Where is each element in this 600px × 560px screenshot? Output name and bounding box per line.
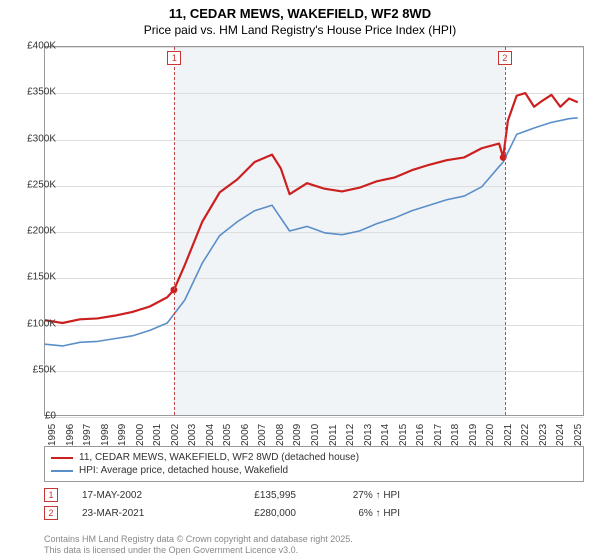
transaction-hpi-1: 27% ↑ HPI (320, 490, 400, 501)
x-tick-label: 2001 (152, 424, 163, 446)
x-tick-label: 2025 (573, 424, 584, 446)
line-series-svg (45, 47, 583, 415)
y-tick-label: £400K (27, 41, 56, 52)
y-tick-label: £250K (27, 179, 56, 190)
x-tick-label: 1995 (47, 424, 58, 446)
x-tick-label: 2007 (257, 424, 268, 446)
chart-title-address: 11, CEDAR MEWS, WAKEFIELD, WF2 8WD (0, 6, 600, 21)
chart-container: 11, CEDAR MEWS, WAKEFIELD, WF2 8WD Price… (0, 0, 600, 560)
legend-item-subject: 11, CEDAR MEWS, WAKEFIELD, WF2 8WD (deta… (51, 451, 577, 464)
x-tick-label: 2024 (555, 424, 566, 446)
x-tick-label: 2009 (292, 424, 303, 446)
x-tick-label: 1996 (65, 424, 76, 446)
x-tick-label: 2000 (135, 424, 146, 446)
x-tick-label: 2004 (205, 424, 216, 446)
chart-transaction-marker: 2 (498, 51, 512, 65)
chart-plot-area: 12 (44, 46, 584, 416)
x-tick-label: 1999 (117, 424, 128, 446)
x-tick-label: 2017 (433, 424, 444, 446)
legend: 11, CEDAR MEWS, WAKEFIELD, WF2 8WD (deta… (44, 446, 584, 482)
x-tick-label: 2014 (380, 424, 391, 446)
x-tick-label: 2010 (310, 424, 321, 446)
x-tick-label: 2005 (222, 424, 233, 446)
y-tick-label: £200K (27, 226, 56, 237)
x-tick-label: 2011 (328, 424, 339, 446)
transaction-marker-2: 2 (44, 506, 58, 520)
footer-attribution: Contains HM Land Registry data © Crown c… (44, 534, 353, 557)
transaction-marker-1: 1 (44, 488, 58, 502)
x-tick-label: 1997 (82, 424, 93, 446)
x-tick-label: 1998 (100, 424, 111, 446)
y-tick-label: £300K (27, 133, 56, 144)
y-tick-label: £100K (27, 318, 56, 329)
x-tick-label: 2020 (485, 424, 496, 446)
transaction-date-1: 17-MAY-2002 (82, 490, 192, 501)
x-tick-label: 2023 (538, 424, 549, 446)
footer-line-2: This data is licensed under the Open Gov… (44, 545, 353, 556)
x-tick-label: 2006 (240, 424, 251, 446)
x-tick-label: 2013 (363, 424, 374, 446)
y-tick-label: £350K (27, 87, 56, 98)
x-tick-label: 2021 (503, 424, 514, 446)
transaction-hpi-2: 6% ↑ HPI (320, 508, 400, 519)
y-tick-label: £50K (33, 364, 56, 375)
transactions-table: 1 17-MAY-2002 £135,995 27% ↑ HPI 2 23-MA… (44, 486, 584, 522)
x-tick-label: 2012 (345, 424, 356, 446)
x-tick-label: 2016 (415, 424, 426, 446)
x-tick-label: 2008 (275, 424, 286, 446)
x-tick-label: 2002 (170, 424, 181, 446)
x-tick-label: 2019 (468, 424, 479, 446)
x-tick-label: 2003 (187, 424, 198, 446)
legend-swatch-subject (51, 457, 73, 459)
transaction-row-2: 2 23-MAR-2021 £280,000 6% ↑ HPI (44, 504, 584, 522)
chart-transaction-marker: 1 (167, 51, 181, 65)
title-block: 11, CEDAR MEWS, WAKEFIELD, WF2 8WD Price… (0, 0, 600, 45)
transaction-row-1: 1 17-MAY-2002 £135,995 27% ↑ HPI (44, 486, 584, 504)
y-tick-label: £150K (27, 272, 56, 283)
footer-line-1: Contains HM Land Registry data © Crown c… (44, 534, 353, 545)
y-tick-label: £0 (45, 411, 56, 422)
legend-item-hpi: HPI: Average price, detached house, Wake… (51, 464, 577, 477)
legend-label-subject: 11, CEDAR MEWS, WAKEFIELD, WF2 8WD (deta… (79, 452, 359, 463)
legend-label-hpi: HPI: Average price, detached house, Wake… (79, 465, 288, 476)
legend-swatch-hpi (51, 470, 73, 472)
x-tick-label: 2022 (520, 424, 531, 446)
transaction-price-1: £135,995 (216, 490, 296, 501)
x-tick-label: 2018 (450, 424, 461, 446)
transaction-date-2: 23-MAR-2021 (82, 508, 192, 519)
x-tick-label: 2015 (398, 424, 409, 446)
transaction-price-2: £280,000 (216, 508, 296, 519)
chart-subtitle: Price paid vs. HM Land Registry's House … (0, 23, 600, 37)
